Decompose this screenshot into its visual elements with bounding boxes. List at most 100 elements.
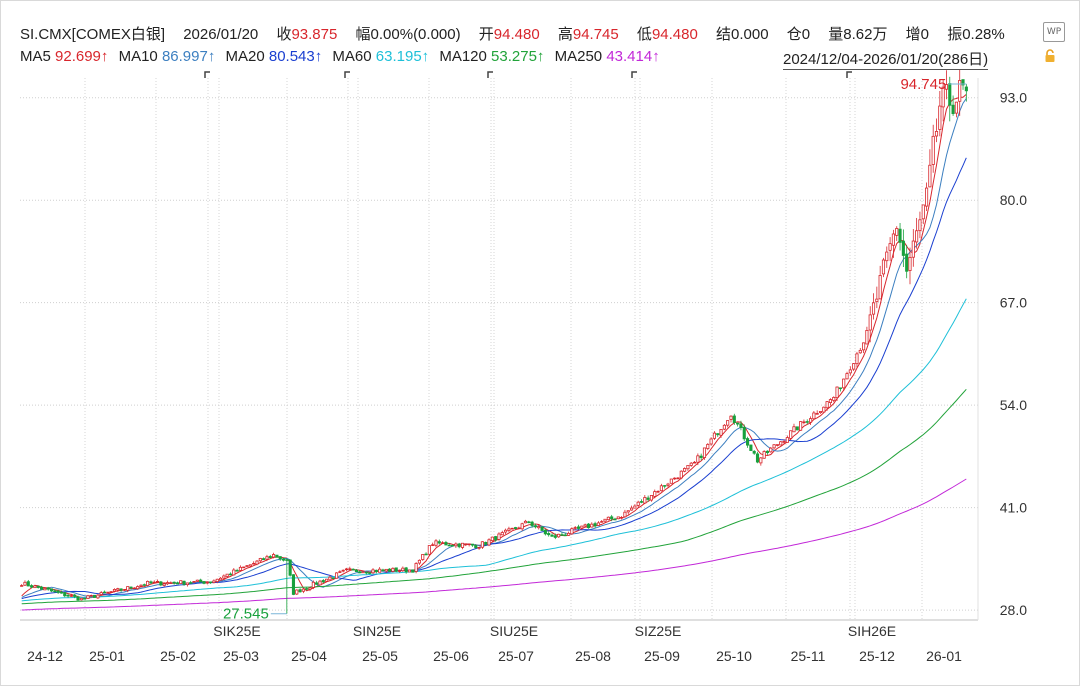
candle-body — [527, 521, 531, 524]
candle-body — [964, 86, 968, 92]
candle-body — [205, 581, 209, 584]
candle-body — [378, 568, 382, 573]
symbol-name: SI.CMX[COMEX白银] — [20, 26, 166, 43]
candle-body — [775, 444, 779, 446]
ma250-value: 43.414↑ — [606, 48, 660, 65]
candle-body — [265, 556, 269, 560]
candle-body — [238, 566, 242, 571]
candle-body — [689, 462, 693, 466]
candle-body — [838, 387, 842, 390]
candle-body — [901, 240, 905, 256]
candle-body — [258, 558, 262, 562]
candle-body — [699, 455, 703, 458]
candle-body — [649, 495, 654, 501]
candle-body — [235, 570, 239, 572]
candle-body — [33, 585, 37, 589]
candle-body — [397, 570, 402, 572]
candle-body — [285, 559, 289, 561]
grid — [20, 78, 978, 620]
candle-body — [871, 302, 876, 315]
candle-body — [209, 581, 213, 584]
lock-icon[interactable] — [1043, 49, 1057, 63]
candle-body — [951, 104, 955, 115]
candle-body — [868, 314, 872, 331]
candle-body — [862, 342, 866, 351]
candle-body — [394, 567, 398, 572]
candle-body — [636, 501, 640, 506]
close-value: 93.875 — [291, 26, 338, 43]
candle-body — [36, 585, 40, 588]
candle-body — [626, 510, 630, 513]
candle-body — [931, 135, 935, 165]
candle-body — [709, 438, 713, 445]
candle-body — [358, 571, 362, 574]
contract-label: SIH26E — [848, 623, 896, 639]
candle-body — [563, 534, 567, 537]
candle-body — [606, 516, 610, 521]
ma-line-ma120 — [21, 388, 967, 605]
candle-body — [726, 420, 730, 426]
candle-body — [165, 582, 170, 585]
x-tick-label: 25-06 — [433, 648, 469, 664]
ma120-label: MA120 — [439, 48, 487, 65]
candle-body — [454, 543, 458, 547]
candle-body — [633, 505, 637, 509]
candle-body — [175, 582, 180, 585]
candle-body — [228, 573, 233, 576]
open-value: 94.480 — [493, 26, 540, 43]
x-tick-label: 25-07 — [498, 648, 534, 664]
y-tick-label: 28.0 — [1000, 602, 1027, 618]
candle-body — [331, 577, 335, 580]
settle-label: 结 — [716, 26, 732, 43]
candle-body — [268, 556, 272, 558]
candle-body — [683, 468, 687, 472]
candle-body — [643, 497, 647, 504]
axes: 28.0 41.0 54.0 67.0 80.0 93.0 24-12 25-01 25-02 2… — [20, 78, 1027, 664]
candle-body — [262, 558, 266, 561]
candle-body — [729, 415, 733, 420]
candle-body — [43, 587, 47, 591]
candle-body — [255, 560, 259, 565]
candle-body — [245, 565, 249, 567]
candle-body — [334, 572, 339, 579]
candle-body — [669, 478, 673, 484]
candle-body — [361, 571, 365, 574]
candle-body — [278, 556, 282, 560]
wp-icon[interactable]: WP — [1043, 22, 1065, 42]
candle-body — [381, 569, 385, 572]
candle-body — [895, 228, 899, 236]
candle-body — [407, 569, 412, 573]
candle-body — [679, 470, 683, 479]
x-tick-label: 25-11 — [791, 648, 826, 664]
candle-body — [364, 571, 368, 574]
candle-body — [663, 485, 667, 487]
candle-body — [341, 569, 345, 572]
candle-body — [126, 586, 130, 591]
date-range-selector[interactable]: 2024/12/04-2026/01/20(286日) — [783, 48, 989, 70]
candle-body — [583, 524, 587, 527]
ma5-label: MA5 — [20, 48, 51, 65]
candle-body — [136, 586, 140, 590]
candle-body — [921, 204, 925, 220]
candle-body — [404, 567, 408, 573]
candle-body — [83, 598, 87, 600]
candle-body — [497, 533, 501, 540]
candle-body — [596, 522, 600, 526]
contract-label: SIU25E — [490, 623, 538, 639]
candle-body — [298, 589, 302, 593]
y-tick-label: 80.0 — [1000, 192, 1027, 208]
candle-body — [530, 521, 534, 526]
candle-body — [719, 429, 723, 436]
candle-body — [570, 528, 574, 535]
candle-body — [391, 567, 395, 572]
candle-body — [762, 451, 766, 459]
candle-body — [855, 353, 859, 365]
candle-body — [825, 401, 829, 409]
candle-body — [507, 528, 511, 531]
candle-body — [560, 534, 564, 536]
candle-body — [736, 422, 740, 425]
contract-marker — [631, 71, 637, 78]
candle-body — [441, 542, 445, 544]
